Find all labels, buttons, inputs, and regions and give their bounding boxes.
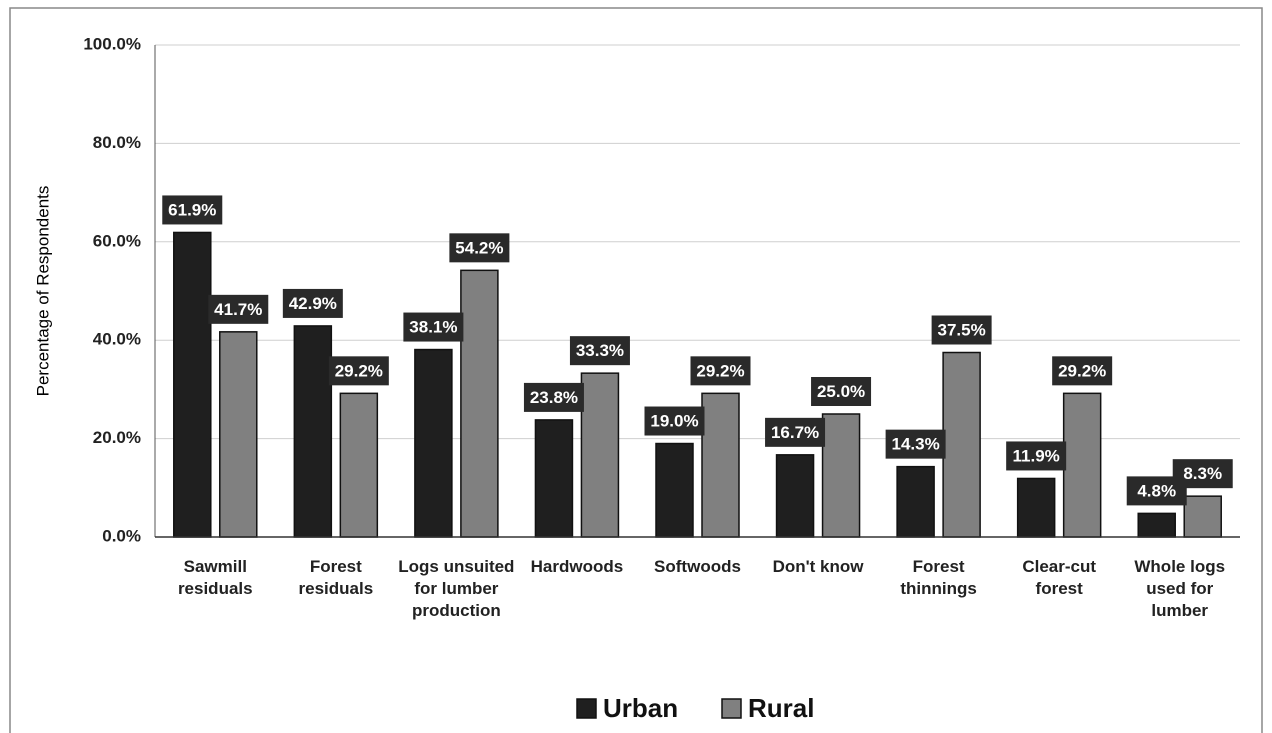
x-tick-label: Clear-cut forest [1022, 557, 1096, 598]
data-label-box [811, 377, 872, 406]
y-axis-label: Percentage of Respondents [33, 186, 52, 397]
y-tick-label: 100.0% [83, 34, 141, 53]
bar [339, 392, 379, 538]
data-label: 37.5% [938, 320, 986, 339]
x-tick-label: Sawmill residuals [177, 557, 253, 598]
data-label-box [328, 356, 389, 386]
bar [775, 454, 815, 538]
bar [460, 269, 499, 538]
bar [821, 413, 861, 538]
data-label-box [1052, 356, 1113, 386]
data-label-box [523, 382, 584, 412]
data-label: 16.7% [771, 423, 819, 442]
x-tick-label: Hardwoods [530, 557, 624, 576]
data-label-box [449, 233, 510, 263]
bar [655, 442, 694, 538]
bar [534, 419, 574, 538]
chart-border [9, 7, 1263, 733]
data-label: 19.0% [650, 412, 698, 431]
bar [1016, 477, 1056, 538]
y-tick-label: 0.0% [102, 526, 141, 545]
x-tick-label: Logs unsuited for lumber production [398, 557, 515, 620]
data-label: 41.7% [214, 300, 262, 319]
y-tick-label: 60.0% [93, 231, 141, 250]
legend-swatch [576, 698, 597, 719]
y-tick-label: 40.0% [93, 330, 141, 349]
data-label-box [1172, 459, 1233, 489]
data-label: 61.9% [168, 200, 216, 219]
data-label-box [690, 356, 751, 386]
data-label-box [765, 417, 826, 447]
data-label: 8.3% [1183, 464, 1222, 483]
x-tick-label: Don't know [772, 557, 864, 576]
data-label: 33.3% [576, 341, 624, 360]
bar [414, 348, 453, 538]
x-tick-label: Softwoods [654, 557, 741, 576]
data-label-box [162, 195, 223, 225]
y-tick-label: 80.0% [93, 133, 141, 152]
data-label-box [282, 288, 343, 318]
data-label: 38.1% [409, 318, 457, 337]
legend-label: Rural [748, 693, 814, 723]
data-label-box [569, 336, 630, 366]
data-label: 4.8% [1137, 481, 1176, 500]
data-label-box [644, 406, 705, 436]
bar [580, 372, 620, 538]
x-tick-label: Forest thinnings [900, 557, 977, 598]
x-tick-label: Forest residuals [298, 557, 374, 598]
data-label-box [1006, 441, 1067, 471]
data-label: 29.2% [696, 361, 744, 380]
data-label-box [208, 294, 269, 324]
bar [701, 392, 740, 538]
legend-label: Urban [603, 693, 678, 723]
data-label-box [885, 429, 946, 459]
data-label: 42.9% [289, 294, 337, 313]
bar [219, 331, 258, 538]
data-label-box [403, 312, 464, 342]
data-label: 14.3% [892, 435, 940, 454]
bar [896, 465, 935, 538]
y-tick-label: 20.0% [93, 428, 141, 447]
bar [942, 351, 981, 538]
bar [1183, 495, 1222, 538]
bar [293, 325, 333, 538]
bar [1062, 392, 1102, 538]
data-label: 11.9% [1013, 446, 1060, 465]
data-label: 23.8% [530, 388, 578, 407]
data-label: 25.0% [817, 382, 865, 401]
data-label: 54.2% [455, 238, 503, 257]
bar [173, 231, 212, 538]
legend-swatch [721, 698, 742, 719]
data-label: 29.2% [335, 361, 383, 380]
data-label: 29.2% [1058, 361, 1106, 380]
data-label-box [931, 315, 992, 345]
x-tick-label: Whole logs used for lumber [1134, 557, 1226, 620]
bar [1137, 512, 1176, 538]
